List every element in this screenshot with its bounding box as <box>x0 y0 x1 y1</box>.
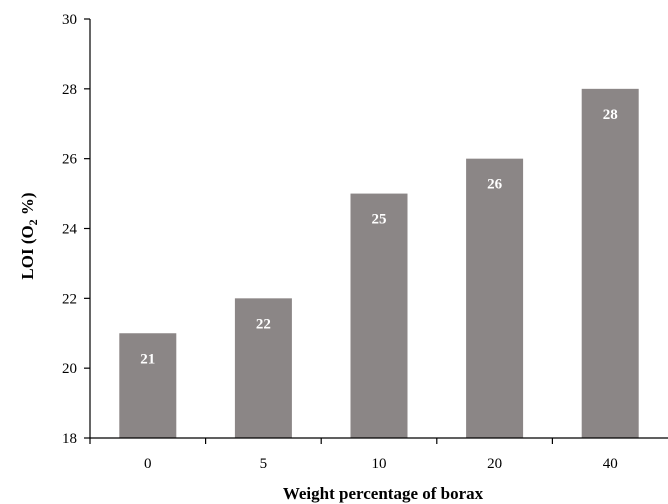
bar-40 <box>581 88 639 438</box>
y-tick-label: 18 <box>62 431 77 447</box>
y-axis-title-tail: %) <box>18 192 37 219</box>
data-labels: 21 22 25 26 28 <box>140 107 617 367</box>
x-tick-label: 0 <box>144 456 152 472</box>
bar-0 <box>119 333 177 438</box>
y-tick-label: 24 <box>62 222 78 238</box>
x-tick-label: 40 <box>603 456 618 472</box>
x-tick-label: 20 <box>487 456 502 472</box>
y-ticks: 18 20 22 24 26 28 30 <box>62 12 90 447</box>
x-tick-label: 10 <box>372 456 387 472</box>
y-axis-title-subscript: 2 <box>26 219 40 225</box>
x-tick-label: 5 <box>260 456 268 472</box>
y-axis-title: LOI (O2 %) <box>18 192 40 279</box>
y-tick-label: 22 <box>62 291 77 307</box>
x-ticks: 0 5 10 20 40 <box>89 438 618 472</box>
y-tick-label: 26 <box>62 152 78 168</box>
y-axis-title-main: LOI (O <box>18 225 37 279</box>
y-tick-label: 30 <box>62 12 77 28</box>
x-axis-title: Weight percentage of borax <box>283 484 484 503</box>
data-label-0: 21 <box>140 351 155 367</box>
bars <box>119 88 639 438</box>
bar-5 <box>234 298 292 438</box>
y-tick-label: 20 <box>62 361 77 377</box>
data-label-5: 22 <box>256 316 271 332</box>
data-label-20: 26 <box>487 177 503 193</box>
bar-10 <box>350 193 408 438</box>
data-label-10: 25 <box>372 212 387 228</box>
y-tick-label: 28 <box>62 82 77 98</box>
data-label-40: 28 <box>603 107 618 123</box>
bar-20 <box>466 158 524 438</box>
